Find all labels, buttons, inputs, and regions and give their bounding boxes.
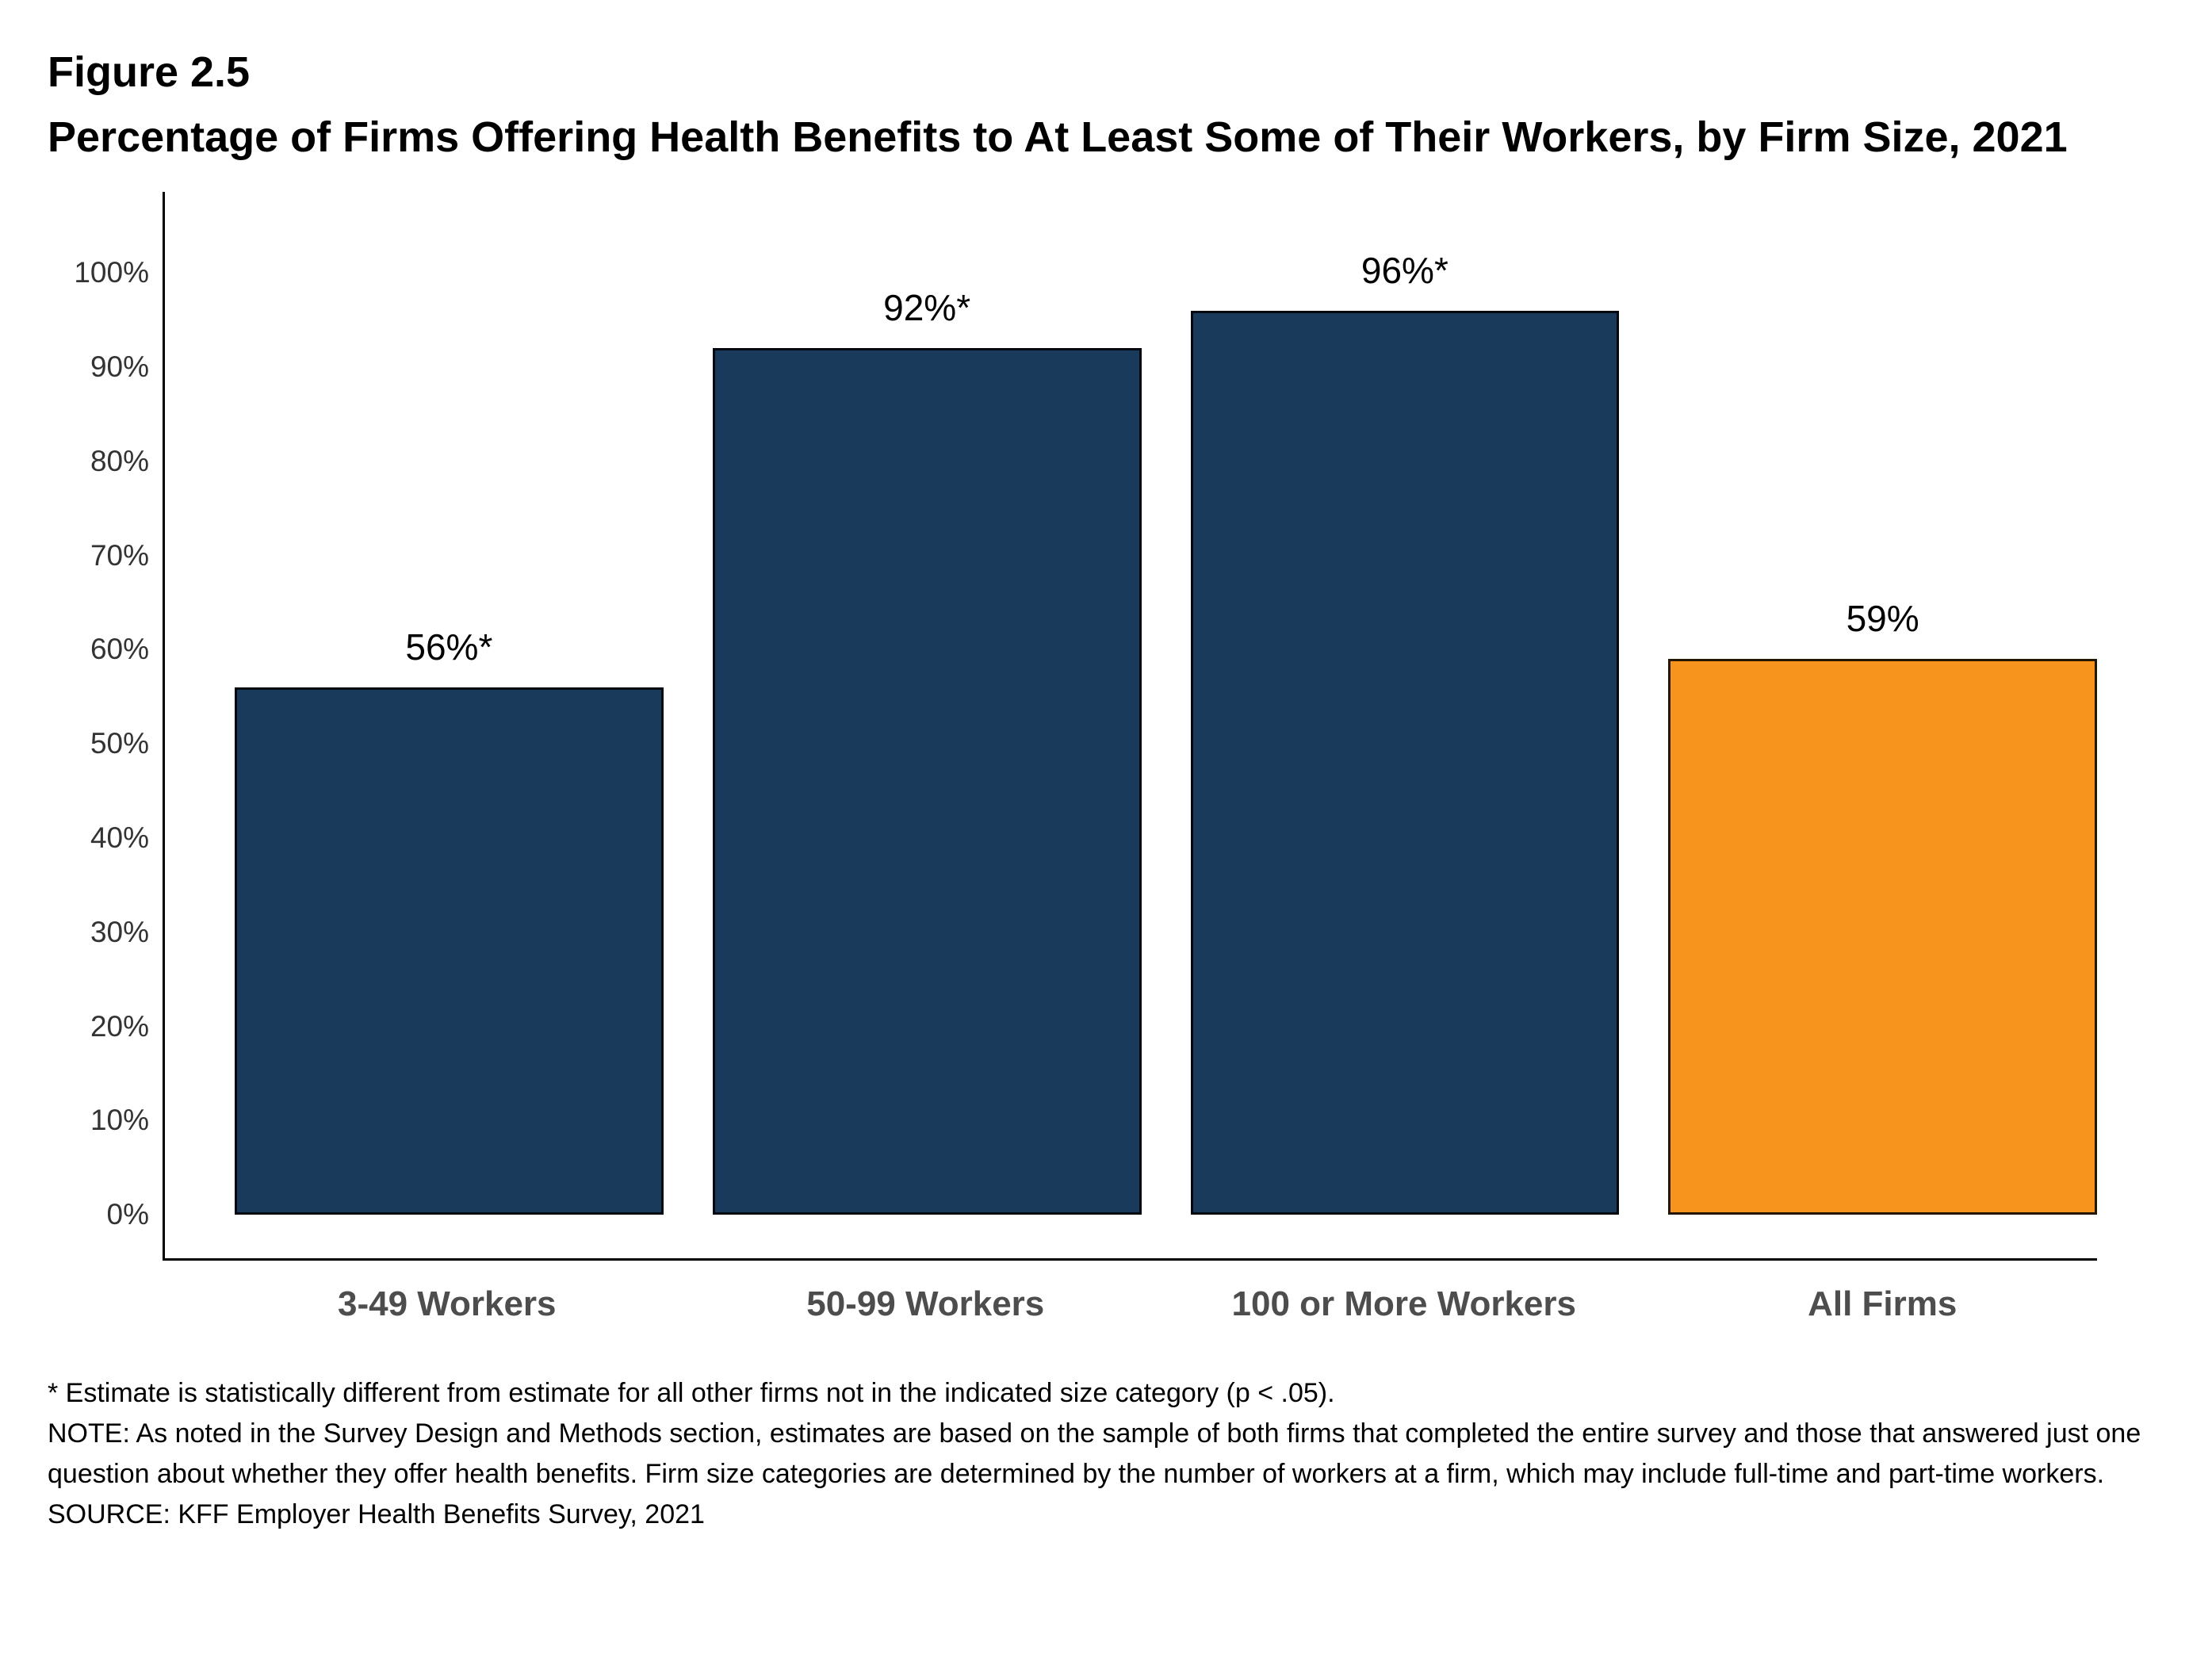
bar-group: 56%* bbox=[235, 273, 664, 1215]
x-category-label: All Firms bbox=[1808, 1284, 1958, 1324]
plot-area: 56%* 92%* 96%* 59% 0% 10% 20% 30% 40% 50% 60% 70% 8… bbox=[74, 192, 2097, 1261]
bar bbox=[235, 687, 664, 1215]
bar-chart: 56%* 92%* 96%* 59% 0% 10% 20% 30% 40% 50% 60% 70% 8… bbox=[48, 192, 2164, 1324]
bar-value-label: 96%* bbox=[1360, 249, 1449, 291]
y-tick-label: 60% bbox=[90, 633, 149, 666]
y-tick-label: 20% bbox=[90, 1009, 149, 1043]
bars-area: 56%* 92%* 96%* 59% bbox=[165, 250, 2097, 1215]
bar-group: 92%* bbox=[712, 273, 1142, 1215]
bar-group: 96%* bbox=[1190, 250, 1620, 1215]
bar-value-label: 59% bbox=[1846, 598, 1919, 640]
bar bbox=[712, 348, 1142, 1215]
figure-header: Figure 2.5 Percentage of Firms Offering … bbox=[48, 40, 2164, 170]
bar bbox=[1190, 310, 1620, 1215]
x-category-label: 100 or More Workers bbox=[1231, 1284, 1576, 1324]
y-tick-label: 50% bbox=[90, 727, 149, 760]
footnote-asterisk: * Estimate is statistically different fr… bbox=[48, 1378, 1335, 1409]
bar-value-label: 56%* bbox=[405, 626, 493, 668]
x-category-label: 3-49 Workers bbox=[337, 1284, 557, 1324]
x-axis-labels: 3-49 Workers 50-99 Workers 100 or More Wor… bbox=[163, 1284, 2097, 1324]
y-tick-label: 100% bbox=[74, 256, 149, 289]
y-tick-label: 70% bbox=[90, 538, 149, 572]
figure-title: Percentage of Firms Offering Health Bene… bbox=[48, 113, 2068, 162]
plot-wrap: 56%* 92%* 96%* 59% 0% 10% 20% 30% 40% 50% 60% 70% 8… bbox=[74, 192, 2097, 1261]
bar-value-label: 92%* bbox=[883, 287, 971, 329]
x-category-label: 50-99 Workers bbox=[806, 1284, 1045, 1324]
y-tick-label: 40% bbox=[90, 821, 149, 854]
page: Figure 2.5 Percentage of Firms Offering … bbox=[48, 40, 2164, 1535]
bar-group: 59% bbox=[1668, 273, 2097, 1215]
y-tick-label: 10% bbox=[90, 1104, 149, 1137]
footnote-source: SOURCE: KFF Employer Health Benefits Sur… bbox=[48, 1499, 705, 1530]
y-tick-label: 80% bbox=[90, 444, 149, 477]
footnote-note: NOTE: As noted in the Survey Design and … bbox=[48, 1418, 2141, 1490]
y-tick-label: 0% bbox=[106, 1198, 149, 1231]
footnotes: * Estimate is statistically different fr… bbox=[48, 1373, 2157, 1535]
y-tick-label: 30% bbox=[90, 915, 149, 948]
y-tick-label: 90% bbox=[90, 350, 149, 383]
figure-number: Figure 2.5 bbox=[48, 48, 251, 96]
bar bbox=[1668, 659, 2097, 1215]
